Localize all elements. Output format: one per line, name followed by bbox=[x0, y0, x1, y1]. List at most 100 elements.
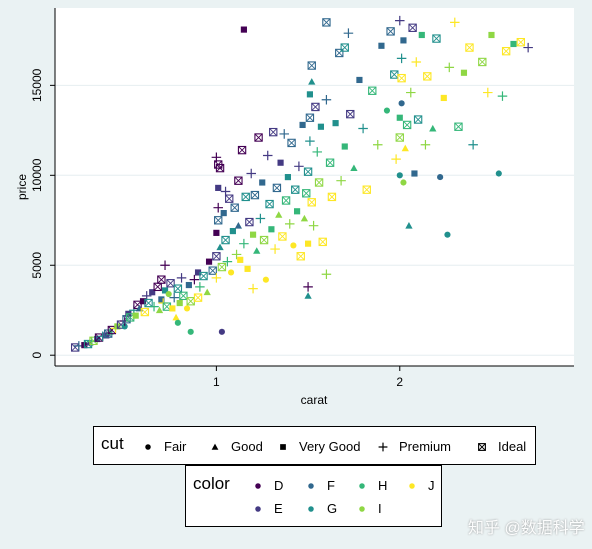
data-point bbox=[488, 31, 495, 39]
cut-legend-item-label: Premium bbox=[399, 439, 452, 454]
data-point bbox=[495, 170, 502, 177]
data-point bbox=[303, 167, 313, 176]
y-tick-label-0: 0 bbox=[30, 352, 44, 359]
data-point bbox=[176, 299, 183, 307]
data-point bbox=[254, 133, 263, 142]
data-point bbox=[405, 222, 413, 229]
data-point bbox=[327, 192, 337, 202]
data-point bbox=[172, 313, 180, 321]
data-point bbox=[497, 91, 508, 101]
data-point bbox=[149, 301, 159, 312]
color-legend-item-symbol bbox=[308, 506, 314, 512]
x-axis-label: carat bbox=[301, 393, 328, 407]
data-point bbox=[277, 159, 284, 166]
data-point bbox=[440, 94, 447, 102]
data-point bbox=[240, 26, 247, 33]
data-point bbox=[244, 265, 251, 272]
color-legend-item-symbol bbox=[255, 483, 261, 489]
data-point bbox=[478, 57, 487, 67]
data-point bbox=[139, 298, 147, 305]
data-point bbox=[213, 202, 223, 213]
data-point bbox=[211, 273, 222, 283]
data-point bbox=[217, 262, 227, 272]
data-point bbox=[157, 275, 166, 284]
data-point bbox=[304, 292, 312, 299]
data-point bbox=[293, 208, 301, 215]
cut-legend: cut Fair Good Very Good Premium Ideal bbox=[93, 426, 536, 465]
y-tick-label-1: 5000 bbox=[30, 252, 44, 279]
data-point bbox=[413, 115, 423, 124]
data-point bbox=[132, 312, 139, 319]
data-point bbox=[408, 23, 417, 32]
data-point bbox=[221, 235, 230, 245]
data-point bbox=[287, 138, 296, 148]
data-point bbox=[121, 323, 128, 330]
data-point bbox=[214, 160, 223, 169]
data-point bbox=[465, 43, 474, 52]
data-point bbox=[420, 139, 431, 150]
data-point bbox=[523, 42, 533, 53]
data-point bbox=[294, 161, 304, 172]
data-point bbox=[398, 100, 405, 107]
data-point bbox=[270, 244, 280, 254]
y-tick-label-2: 10000 bbox=[30, 158, 44, 192]
data-point bbox=[265, 199, 274, 209]
data-point bbox=[281, 196, 291, 205]
data-point bbox=[284, 174, 291, 181]
gridlines bbox=[55, 84, 574, 356]
data-point bbox=[305, 136, 315, 146]
data-point bbox=[322, 18, 331, 27]
data-point bbox=[501, 46, 511, 56]
data-point bbox=[195, 282, 205, 292]
data-point bbox=[468, 139, 478, 150]
data-point bbox=[278, 232, 287, 241]
data-point bbox=[279, 129, 289, 139]
data-point bbox=[308, 78, 316, 85]
cut-legend-item-symbol bbox=[145, 444, 151, 450]
data-point bbox=[368, 86, 377, 95]
data-point bbox=[259, 235, 269, 245]
data-point bbox=[268, 226, 275, 233]
data-point bbox=[169, 292, 179, 303]
color-legend-item-label: D bbox=[274, 478, 284, 493]
data-point bbox=[179, 291, 188, 301]
color-legend-item-label: I bbox=[378, 501, 382, 516]
data-point bbox=[237, 256, 244, 263]
data-point bbox=[185, 281, 192, 289]
data-point bbox=[262, 276, 269, 283]
data-point bbox=[249, 231, 257, 238]
data-point bbox=[305, 240, 312, 247]
data-point bbox=[483, 87, 493, 98]
data-point bbox=[460, 69, 468, 76]
color-legend-item-label: F bbox=[327, 478, 335, 493]
data-point bbox=[346, 109, 355, 119]
data-point bbox=[402, 120, 412, 130]
data-point bbox=[229, 227, 236, 235]
data-point bbox=[144, 298, 153, 308]
data-point bbox=[231, 249, 242, 260]
data-point bbox=[350, 164, 358, 172]
data-point bbox=[214, 216, 223, 225]
data-point bbox=[161, 287, 169, 294]
data-point bbox=[272, 183, 282, 193]
cut-legend-item-symbol bbox=[378, 442, 388, 452]
data-point bbox=[395, 15, 405, 26]
data-point bbox=[378, 42, 385, 49]
data-point bbox=[216, 243, 224, 251]
color-legend-item-symbol bbox=[255, 506, 261, 512]
data-point bbox=[300, 214, 309, 222]
data-point bbox=[516, 37, 526, 47]
data-point bbox=[284, 219, 295, 229]
cut-legend-item-symbol bbox=[211, 443, 219, 450]
data-point bbox=[176, 273, 187, 283]
color-legend-item-symbol bbox=[359, 506, 365, 512]
data-point bbox=[245, 217, 254, 227]
cut-legend-item-symbol bbox=[478, 443, 486, 451]
data-point bbox=[306, 91, 313, 98]
data-point bbox=[160, 260, 170, 271]
data-point bbox=[149, 289, 156, 296]
color-legend-title: color bbox=[193, 474, 230, 493]
data-point bbox=[165, 290, 172, 298]
data-point bbox=[255, 213, 266, 224]
